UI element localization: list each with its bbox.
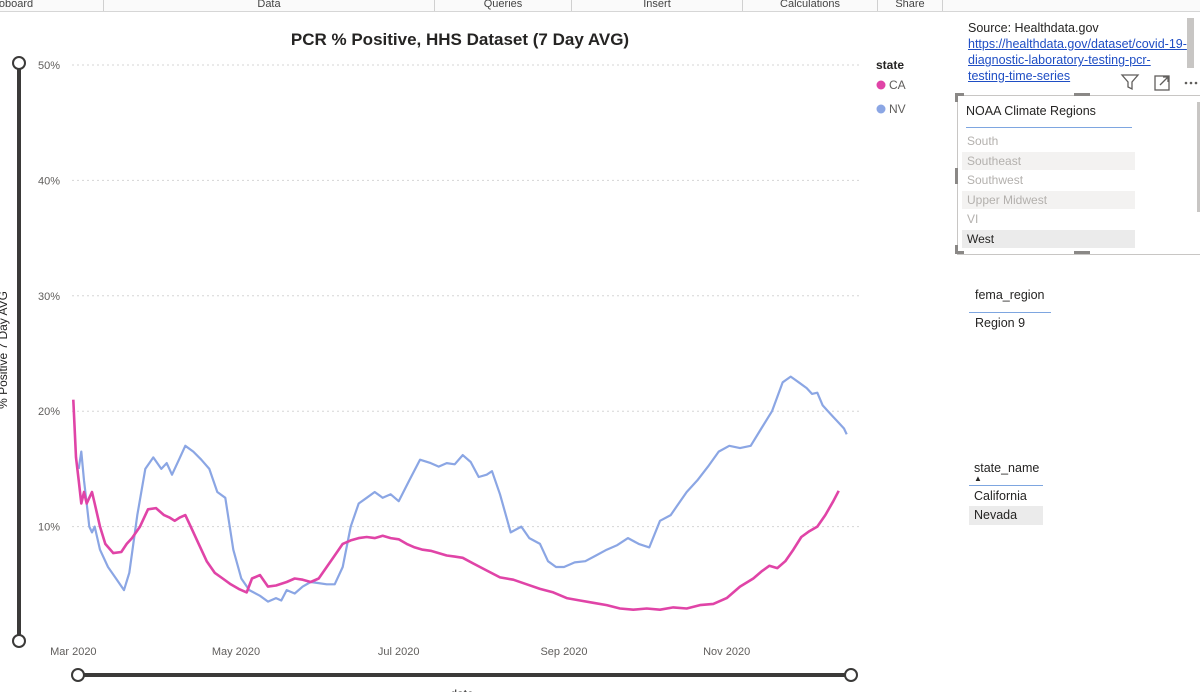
y-tick-label: 30% — [38, 291, 60, 303]
page-scrollbar-thumb[interactable] — [1187, 18, 1194, 68]
chart-title: PCR % Positive, HHS Dataset (7 Day AVG) — [291, 30, 629, 49]
y-tick-label: 50% — [38, 60, 60, 72]
slicer-item-nevada[interactable]: Nevada — [969, 506, 1043, 525]
resize-handle-top[interactable] — [1074, 93, 1090, 96]
series-lines — [72, 375, 848, 611]
y-tick-label: 20% — [38, 406, 60, 418]
legend-title: state — [876, 58, 904, 72]
fema-region-header: fema_region — [975, 288, 1045, 302]
slicer-item-vi[interactable]: VI — [967, 212, 979, 226]
filter-icon[interactable] — [1120, 74, 1140, 91]
slicer-item-west[interactable]: West — [962, 230, 1135, 248]
slicer-item-california[interactable]: California — [974, 489, 1027, 503]
ribbon-tab-data[interactable]: Data — [257, 0, 281, 10]
focus-mode-icon[interactable] — [1154, 75, 1170, 91]
x-tick-label: Nov 2020 — [703, 646, 750, 658]
legend-label-nv: NV — [889, 102, 906, 116]
y-axis-label: % Positive 7 Day AVG — [0, 291, 10, 409]
x-tick-label: Jul 2020 — [378, 646, 420, 658]
slicer-item-southwest[interactable]: Southwest — [967, 173, 1024, 187]
ribbon-separator — [103, 0, 104, 11]
series-line-nv — [77, 375, 848, 603]
ribbon-tab-queries[interactable]: Queries — [483, 0, 523, 10]
resize-handle-tl-v[interactable] — [955, 93, 958, 102]
ribbon-bar: oboard Data Queries Insert Calculations … — [0, 0, 1200, 12]
ribbon-separator — [877, 0, 878, 11]
climate-regions-slicer: NOAA Climate Regions South Southeast Sou… — [957, 95, 1200, 255]
climate-slicer-header: NOAA Climate Regions — [966, 104, 1096, 118]
sort-ascending-icon[interactable]: ▲ — [974, 474, 982, 483]
x-axis-ticks: Mar 2020 May 2020 Jul 2020 Sep 2020 Nov 2020 — [50, 646, 750, 658]
x-tick-label: Sep 2020 — [540, 646, 587, 658]
ribbon-tab-insert[interactable]: Insert — [643, 0, 671, 10]
ribbon-separator — [942, 0, 943, 11]
resize-handle-bottom[interactable] — [1074, 251, 1090, 254]
resize-handle-bl-v[interactable] — [955, 245, 958, 254]
ribbon-tab-dashboard[interactable]: oboard — [0, 0, 34, 10]
ribbon-tab-share[interactable]: Share — [895, 0, 925, 10]
legend-marker-ca — [876, 80, 886, 90]
x-range-slider-right-handle[interactable] — [844, 668, 858, 682]
source-label: Source: Healthdata.gov — [968, 21, 1099, 35]
source-text: Source: Healthdata.gov https://healthdat… — [968, 20, 1188, 84]
ribbon-separator — [742, 0, 743, 11]
gridlines — [72, 64, 860, 528]
state-name-underline — [969, 485, 1043, 486]
line-chart: PCR % Positive, HHS Dataset (7 Day AVG) … — [0, 30, 906, 692]
y-axis-ticks: 10% 20% 30% 40% 50% — [38, 60, 60, 534]
x-axis-label: date — [450, 687, 474, 692]
y-tick-label: 40% — [38, 175, 60, 187]
ribbon-separator — [434, 0, 435, 11]
ribbon-tab-calculations[interactable]: Calculations — [780, 0, 840, 10]
more-options-icon[interactable] — [1184, 81, 1198, 85]
resize-handle-tl[interactable] — [955, 93, 964, 96]
climate-slicer-header-underline — [966, 127, 1132, 128]
ribbon-separator — [571, 0, 572, 11]
fema-region-underline — [969, 312, 1051, 313]
x-tick-label: May 2020 — [212, 646, 260, 658]
x-range-slider-left-handle[interactable] — [71, 668, 85, 682]
fema-region-value[interactable]: Region 9 — [975, 316, 1026, 330]
legend[interactable]: CA NV — [876, 78, 906, 116]
slicer-item-upper-midwest[interactable]: Upper Midwest — [962, 191, 1135, 209]
source-link[interactable]: https://healthdata.gov/dataset/covid-19-… — [968, 37, 1187, 83]
y-range-slider-top-handle[interactable] — [12, 56, 26, 70]
y-tick-label: 10% — [38, 522, 60, 534]
legend-marker-nv — [876, 104, 886, 114]
legend-label-ca: CA — [889, 78, 906, 92]
resize-handle-bl[interactable] — [955, 251, 964, 254]
slicer-item-south[interactable]: South — [967, 134, 999, 148]
y-range-slider-bottom-handle[interactable] — [12, 634, 26, 648]
series-line-ca — [72, 399, 840, 611]
slicer-scrollbar[interactable] — [1197, 102, 1200, 212]
visual-header-icons — [1120, 74, 1198, 91]
resize-handle-left[interactable] — [955, 168, 958, 184]
state-name-header: state_name — [974, 461, 1040, 475]
slicer-item-southeast[interactable]: Southeast — [962, 152, 1135, 170]
x-tick-label: Mar 2020 — [50, 646, 96, 658]
